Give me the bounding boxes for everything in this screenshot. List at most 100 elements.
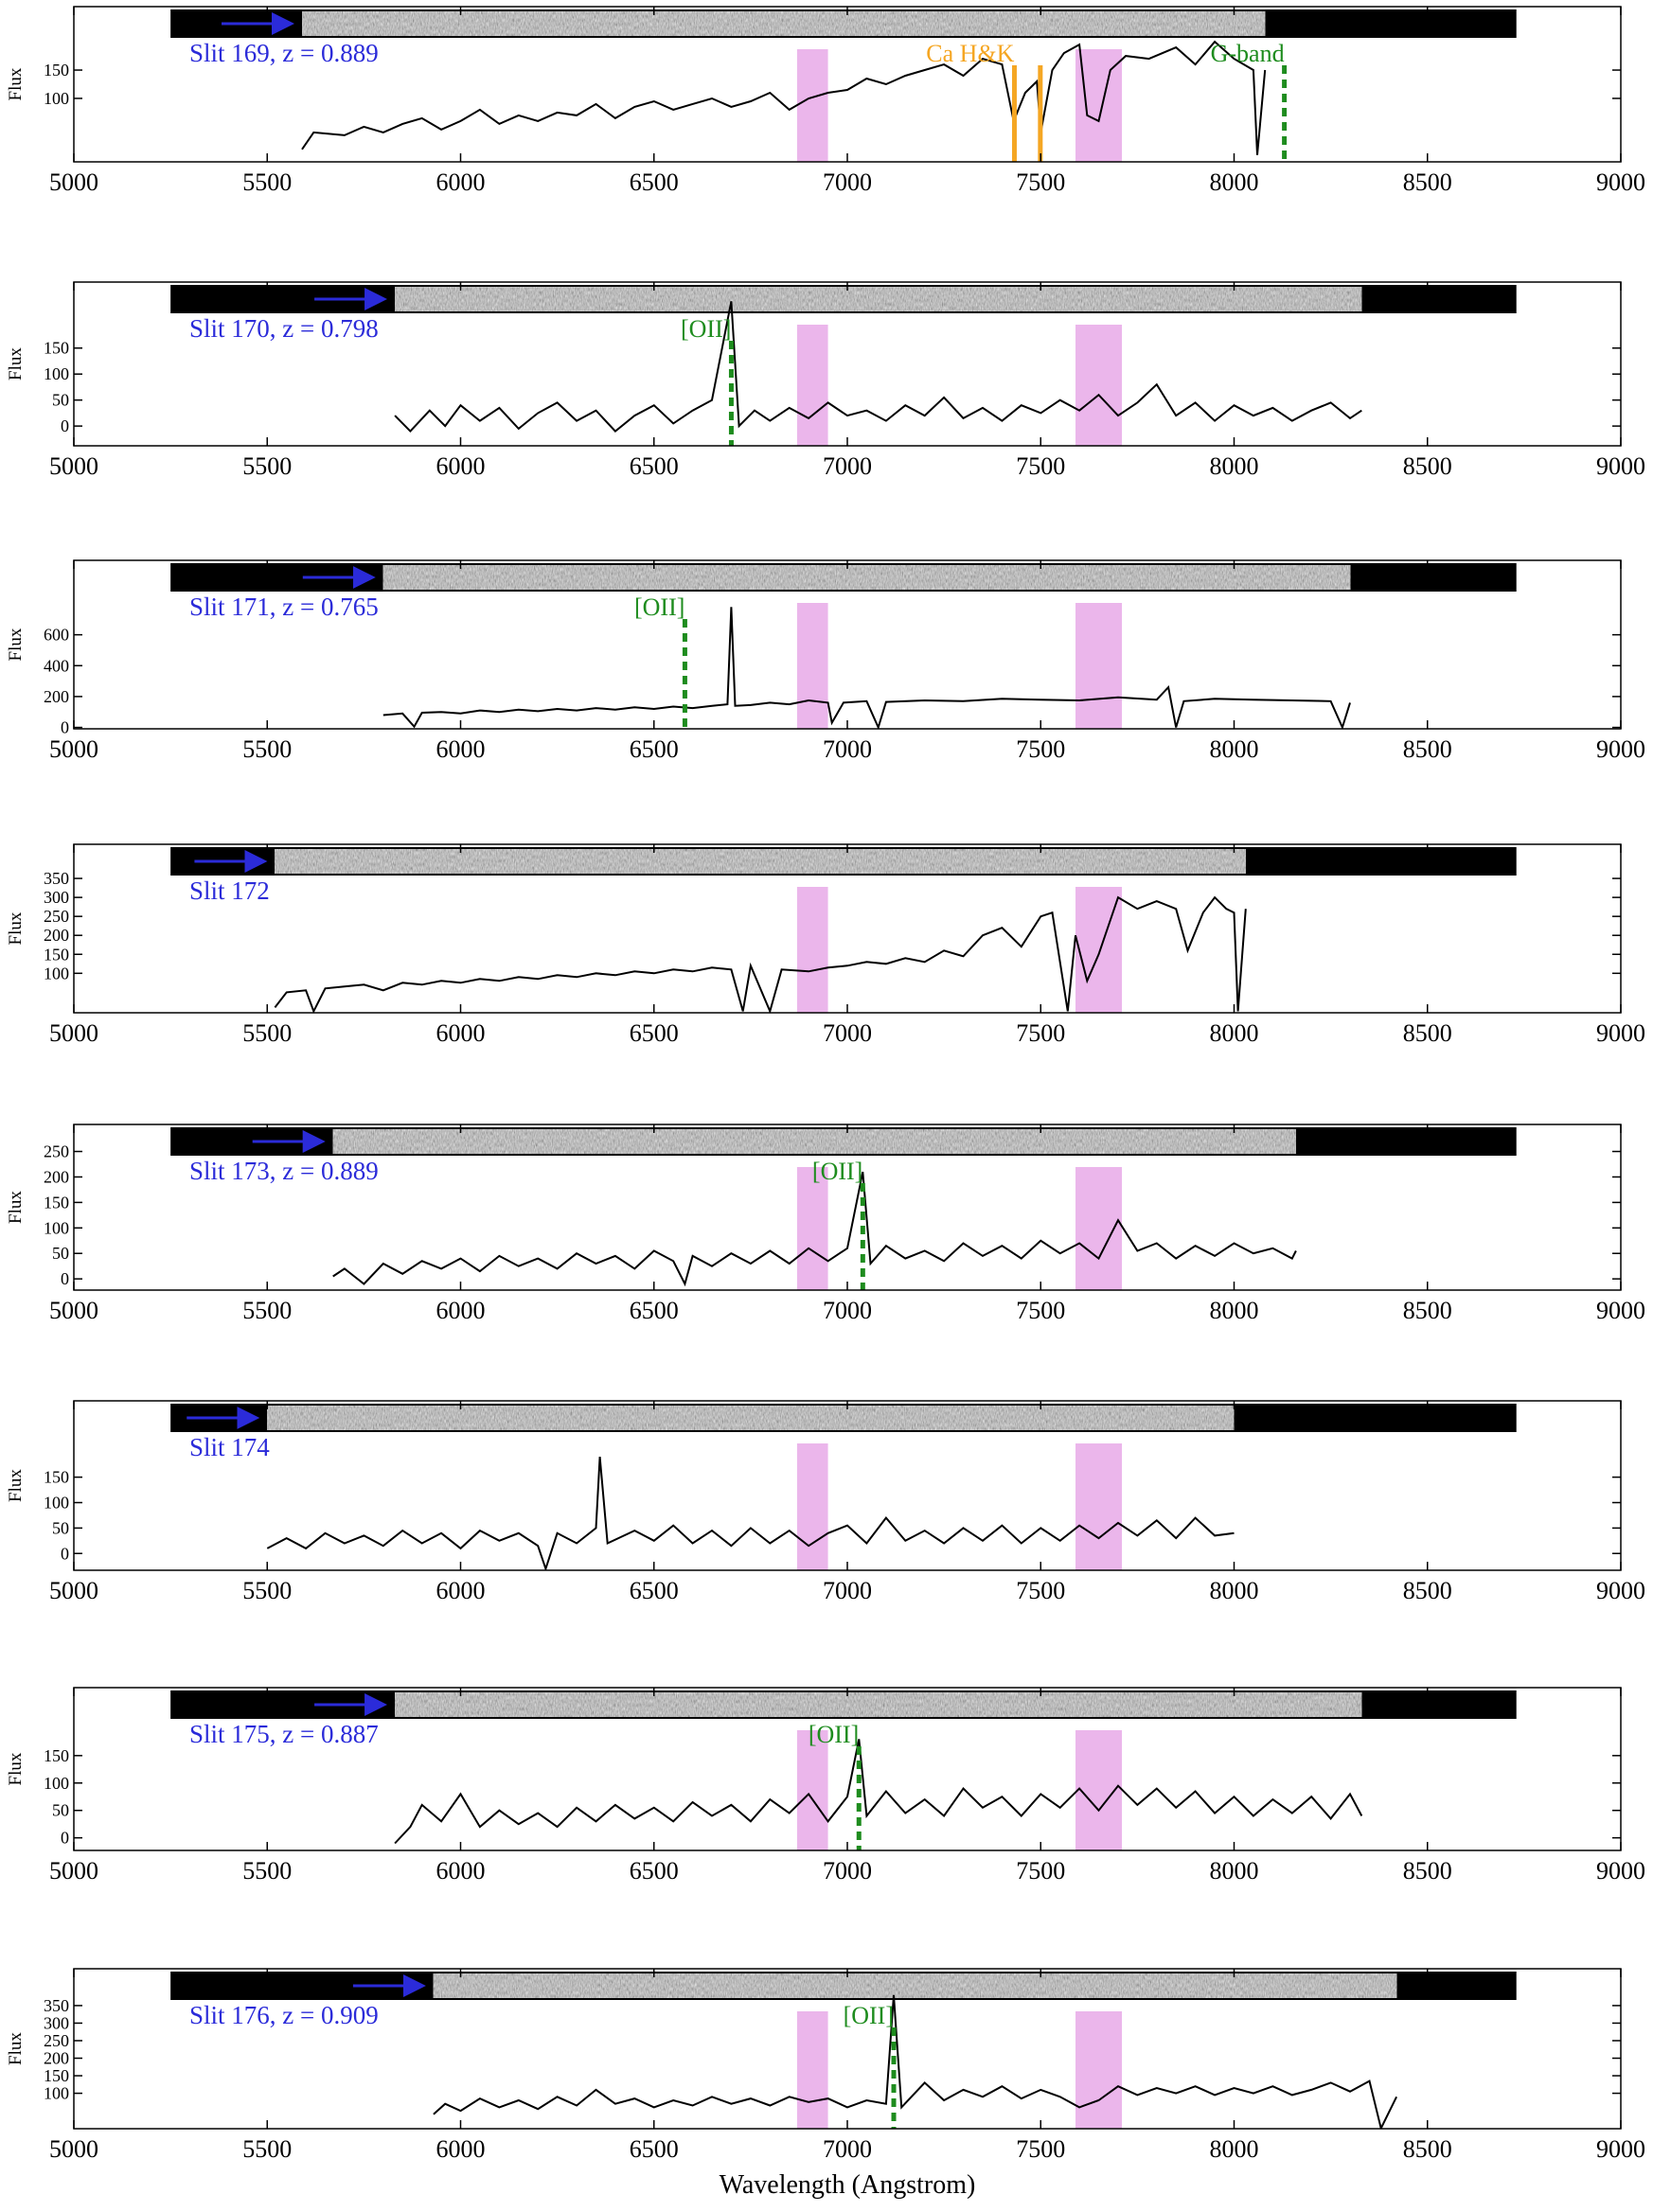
- x-tick-label: 5000: [49, 1019, 98, 1047]
- spectrum-line: [301, 40, 1267, 155]
- y-tick-label: 100: [44, 1774, 69, 1793]
- y-axis-label: Flux: [6, 1469, 26, 1502]
- y-tick-label: 150: [44, 1468, 69, 1487]
- x-tick-label: 5000: [49, 1577, 98, 1604]
- y-axis-label: Flux: [6, 1752, 26, 1785]
- x-tick-label: 5500: [242, 452, 292, 480]
- y-tick-label: 0: [61, 718, 69, 737]
- x-tick-label: 6500: [630, 2135, 679, 2163]
- panel: Ca H&K G-band 5000 5500 6000 6500 7000 7500 8000…: [6, 6, 1645, 196]
- x-tick-label: 9000: [1596, 1019, 1645, 1047]
- x-tick-label: 8000: [1210, 168, 1259, 196]
- line-label: [OII]: [634, 593, 684, 621]
- x-tick-label: 8500: [1403, 1577, 1452, 1604]
- telluric-band: [796, 2011, 828, 2129]
- slit-title: Slit 169, z = 0.889: [189, 39, 379, 67]
- x-tick-label: 6500: [630, 1577, 679, 1604]
- panel: [OII] 5000 5500 6000 6500 7000 7500 8000 8500 900…: [6, 1687, 1645, 1885]
- x-tick-label: 5000: [49, 452, 98, 480]
- y-tick-label: 250: [44, 1142, 69, 1161]
- x-tick-label: 7500: [1016, 1019, 1065, 1047]
- y-axis-label: Flux: [6, 911, 26, 945]
- y-tick-label: 350: [44, 869, 69, 888]
- x-tick-label: 7000: [823, 1297, 872, 1324]
- line-label: [OII]: [812, 1158, 862, 1185]
- telluric-band: [1075, 1167, 1123, 1290]
- x-tick-label: 6500: [630, 452, 679, 480]
- spectrum-strip-data: [302, 11, 1266, 36]
- x-axis-label: Wavelength (Angstrom): [720, 2170, 976, 2200]
- x-tick-label: 9000: [1596, 1577, 1645, 1604]
- slit-title: Slit 176, z = 0.909: [189, 2001, 379, 2029]
- telluric-band: [796, 1167, 828, 1290]
- telluric-band: [1075, 1443, 1123, 1570]
- x-tick-label: 9000: [1596, 452, 1645, 480]
- y-tick-label: 300: [44, 2013, 69, 2032]
- y-tick-label: 50: [52, 1518, 69, 1537]
- x-tick-label: 5000: [49, 1857, 98, 1885]
- y-tick-label: 200: [44, 1167, 69, 1186]
- spectrum-strip-data: [275, 849, 1246, 874]
- x-tick-label: 8500: [1403, 2135, 1452, 2163]
- x-tick-label: 8500: [1403, 1019, 1452, 1047]
- y-tick-label: 400: [44, 656, 69, 675]
- x-tick-label: 6000: [436, 1857, 486, 1885]
- y-tick-label: 300: [44, 888, 69, 907]
- x-tick-label: 8000: [1210, 452, 1259, 480]
- y-tick-label: 50: [52, 391, 69, 410]
- y-tick-label: 100: [44, 364, 69, 383]
- x-tick-label: 8500: [1403, 452, 1452, 480]
- x-tick-label: 6000: [436, 452, 486, 480]
- line-label: [OII]: [809, 1721, 859, 1748]
- line-label: G-band: [1211, 40, 1285, 67]
- x-tick-label: 7000: [823, 168, 872, 196]
- y-tick-label: 100: [44, 89, 69, 108]
- telluric-band: [1075, 49, 1123, 162]
- x-tick-label: 5500: [242, 1857, 292, 1885]
- y-tick-label: 150: [44, 1193, 69, 1212]
- y-tick-label: 250: [44, 907, 69, 926]
- x-tick-label: 7000: [823, 1019, 872, 1047]
- x-tick-label: 5000: [49, 168, 98, 196]
- x-tick-label: 6500: [630, 1297, 679, 1324]
- y-tick-label: 600: [44, 626, 69, 645]
- y-tick-label: 100: [44, 1494, 69, 1513]
- spectrum-strip-data: [433, 1973, 1397, 1998]
- y-tick-label: 200: [44, 926, 69, 945]
- x-tick-label: 9000: [1596, 1297, 1645, 1324]
- spectrum-strip-data: [395, 287, 1362, 311]
- x-tick-label: 6000: [436, 735, 486, 763]
- x-tick-label: 5500: [242, 168, 292, 196]
- x-tick-label: 7500: [1016, 452, 1065, 480]
- y-tick-label: 50: [52, 1244, 69, 1263]
- x-tick-label: 8000: [1210, 735, 1259, 763]
- spectrum-strip-data: [395, 1692, 1362, 1717]
- spectrum-strip-data: [267, 1406, 1235, 1430]
- x-tick-label: 7000: [823, 2135, 872, 2163]
- y-tick-label: 350: [44, 1996, 69, 2015]
- telluric-band: [796, 603, 828, 729]
- x-tick-label: 6500: [630, 1857, 679, 1885]
- x-tick-label: 9000: [1596, 168, 1645, 196]
- panel: [OII] 5000 5500 6000 6500 7000 7500 8000 8500 900…: [6, 1968, 1645, 2200]
- telluric-band: [1075, 325, 1123, 446]
- x-tick-label: 7500: [1016, 168, 1065, 196]
- telluric-band: [796, 49, 828, 162]
- x-tick-label: 6000: [436, 1577, 486, 1604]
- telluric-band: [1075, 603, 1123, 729]
- telluric-band: [796, 1443, 828, 1570]
- x-tick-label: 7500: [1016, 1297, 1065, 1324]
- x-tick-label: 7500: [1016, 1577, 1065, 1604]
- x-tick-label: 8500: [1403, 1297, 1452, 1324]
- spectrum-line: [394, 1739, 1363, 1845]
- panel: 5000 5500 6000 6500 7000 7500 8000 8500 9000 0 50 1…: [6, 1400, 1645, 1604]
- telluric-band: [796, 887, 828, 1013]
- y-tick-label: 150: [44, 1746, 69, 1765]
- x-tick-label: 9000: [1596, 1857, 1645, 1885]
- y-tick-label: 100: [44, 964, 69, 982]
- y-axis-label: Flux: [6, 628, 26, 661]
- y-tick-label: 100: [44, 1218, 69, 1237]
- spectrum-line: [332, 1171, 1297, 1287]
- y-axis-label: Flux: [6, 347, 26, 380]
